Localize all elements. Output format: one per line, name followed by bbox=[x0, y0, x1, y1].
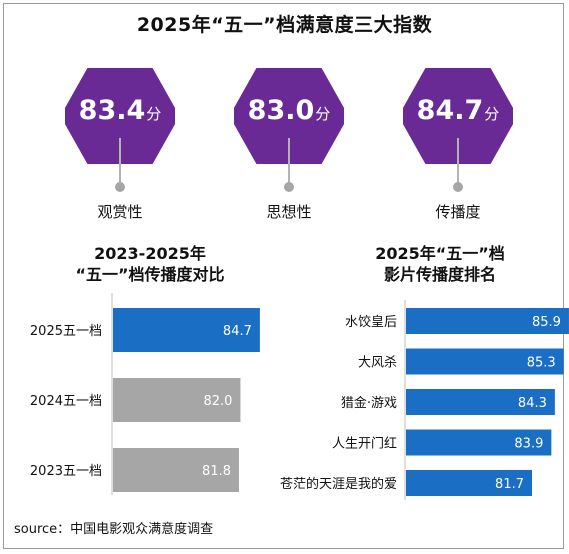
index-unit: 分 bbox=[146, 105, 162, 123]
category-label: 2024五一档 bbox=[30, 394, 102, 409]
category-label: 水饺皇后 bbox=[345, 315, 397, 330]
bar bbox=[406, 389, 555, 415]
index-spread: 84.7分 bbox=[403, 68, 513, 218]
connector-dot bbox=[284, 182, 294, 192]
right-chart-title: 2025年“五一”档 影片传播度排名 bbox=[340, 243, 540, 285]
index-label: 观赏性 bbox=[97, 203, 143, 221]
left-chart-title-line1: 2023-2025年 bbox=[94, 244, 206, 263]
data-label: 81.8 bbox=[202, 464, 231, 479]
index-thought: 83.0分 bbox=[234, 68, 344, 218]
data-label: 84.3 bbox=[518, 396, 547, 411]
category-label: 大风杀 bbox=[358, 356, 397, 371]
index-unit: 分 bbox=[484, 105, 500, 123]
connector-dot bbox=[453, 182, 463, 192]
index-value: 83.0 bbox=[247, 95, 315, 126]
category-label: 人生开门红 bbox=[332, 436, 397, 452]
category-label: 2025五一档 bbox=[30, 324, 102, 339]
bar bbox=[406, 470, 532, 496]
data-label: 85.3 bbox=[527, 356, 556, 371]
connector-dot bbox=[115, 182, 125, 192]
period-comparison-chart: 2025五一档 84.7 2024五一档 82.0 2023五一档 81.8 bbox=[30, 293, 260, 495]
hexagon-badge bbox=[234, 68, 344, 164]
category-label: 苍茫的天涯是我的爱 bbox=[280, 476, 397, 492]
right-chart-title-line2: 影片传播度排名 bbox=[383, 265, 496, 284]
bar bbox=[113, 308, 260, 352]
index-label: 传播度 bbox=[435, 203, 481, 221]
bar bbox=[406, 429, 552, 456]
index-value: 84.7 bbox=[416, 95, 484, 126]
index-watchability: 83.4分 bbox=[65, 68, 175, 218]
main-title: 2025年“五一”档满意度三大指数 bbox=[136, 14, 433, 36]
category-label: 2023五一档 bbox=[30, 464, 102, 479]
data-label: 82.0 bbox=[203, 394, 232, 409]
bar bbox=[113, 448, 239, 492]
index-label: 思想性 bbox=[266, 203, 312, 221]
connector-line bbox=[119, 138, 121, 186]
right-chart-title-line1: 2025年“五一”档 bbox=[375, 244, 505, 263]
index-unit: 分 bbox=[315, 105, 331, 123]
left-chart-title: 2023-2025年 “五一”档传播度对比 bbox=[50, 243, 250, 285]
data-label: 81.7 bbox=[495, 477, 524, 492]
connector-line bbox=[457, 138, 459, 186]
hexagon-badge bbox=[403, 68, 513, 164]
hexagon-badge bbox=[65, 68, 175, 164]
bar bbox=[113, 378, 241, 422]
index-value: 83.4 bbox=[78, 95, 146, 126]
category-label: 猎金·游戏 bbox=[341, 395, 397, 411]
source-note: source：中国电影观众满意度调查 bbox=[14, 522, 214, 537]
infographic-frame bbox=[3, 3, 564, 549]
bar bbox=[406, 348, 564, 375]
connector-line bbox=[288, 138, 290, 186]
film-ranking-chart: 水饺皇后 85.9 大风杀 85.3 猎金·游戏 84.3 人生开门红 83.9 苍茫的天涯是我… bbox=[280, 300, 569, 500]
data-label: 83.9 bbox=[514, 437, 543, 452]
bar bbox=[406, 308, 569, 334]
data-label: 85.9 bbox=[532, 315, 561, 330]
left-chart-title-line2: “五一”档传播度对比 bbox=[75, 265, 225, 284]
data-label: 84.7 bbox=[223, 324, 252, 339]
